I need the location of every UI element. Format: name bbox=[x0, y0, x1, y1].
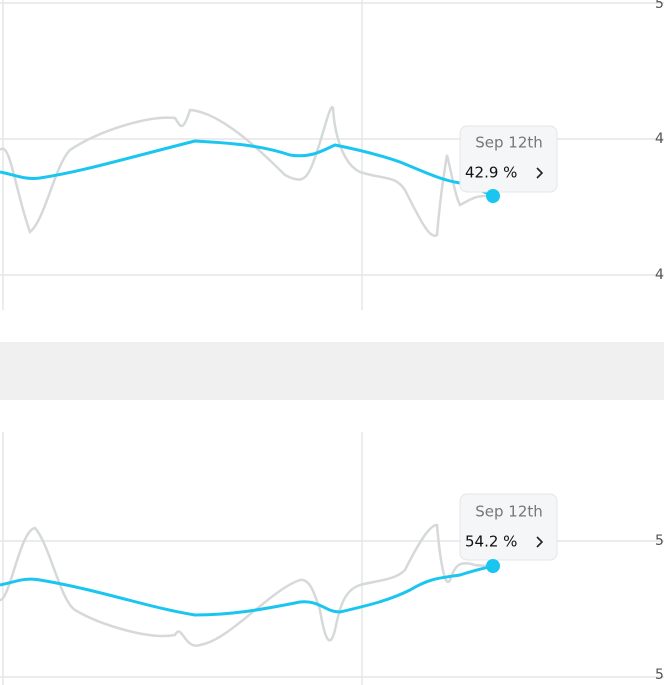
axis-label: 4 bbox=[655, 131, 664, 147]
tooltip[interactable]: Sep 12th 42.9 % bbox=[459, 125, 558, 193]
bottom-chart: 5 5 Sep 12th 54.2 % bbox=[0, 432, 664, 685]
separator bbox=[0, 342, 664, 400]
tooltip-box bbox=[459, 493, 558, 561]
axis-label: 5 bbox=[655, 0, 664, 12]
main-line bbox=[0, 139, 494, 198]
tooltip-box bbox=[459, 125, 558, 193]
comparison-line bbox=[0, 106, 491, 238]
tooltip-value: 42.9 % bbox=[465, 164, 517, 182]
axis-label: 5 bbox=[655, 667, 664, 683]
chevron-icon bbox=[536, 536, 544, 548]
tooltip-date: Sep 12th bbox=[475, 134, 543, 152]
chevron-icon bbox=[536, 167, 544, 179]
tooltip-value: 54.2 % bbox=[465, 533, 517, 551]
current-point bbox=[486, 189, 500, 203]
axis-label: 5 bbox=[655, 533, 664, 549]
comparison-line bbox=[0, 523, 494, 647]
axis-label: 4 bbox=[655, 267, 664, 283]
current-point bbox=[486, 559, 500, 573]
tooltip-date: Sep 12th bbox=[475, 503, 543, 521]
tooltip[interactable]: Sep 12th 54.2 % bbox=[459, 493, 558, 561]
top-chart: 5 4 4 Sep 12th 42.9 % bbox=[0, 0, 664, 310]
main-line bbox=[0, 564, 494, 617]
